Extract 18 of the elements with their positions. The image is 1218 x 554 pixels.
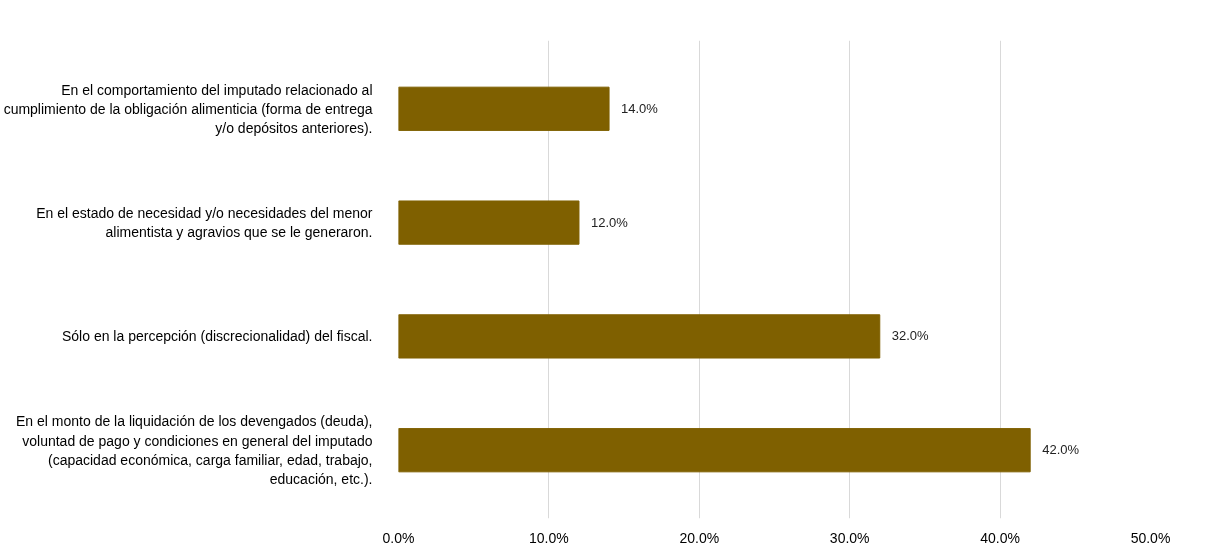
- bar: [398, 86, 610, 131]
- x-tick-label: 0.0%: [382, 529, 415, 546]
- y-tick-label: En el monto de la liquidación de los devengados (deuda), voluntad de pago y condiciones en general del imputado (capacidad económica, carga familiar, edad, trabajo, educación, etc.).: [16, 413, 373, 488]
- x-tick-label: 40.0%: [980, 529, 1020, 546]
- x-tick-label: 10.0%: [529, 529, 569, 546]
- data-label: 12.0%: [590, 214, 629, 230]
- y-tick-label: En el comportamiento del imputado relacionado al cumplimiento de la obligación alimenticia (forma de entrega y/o depósitos anteriores).: [3, 81, 373, 136]
- y-tick-label: Sólo en la percepción (discrecionalidad) del fiscal.: [62, 328, 373, 345]
- data-label: 32.0%: [891, 328, 930, 344]
- bar: [398, 428, 1031, 473]
- bar: [398, 200, 580, 245]
- x-tick-label: 20.0%: [679, 529, 720, 546]
- data-label: 14.0%: [621, 100, 659, 116]
- x-tick-label: 50.0%: [1130, 529, 1171, 546]
- data-label: 42.0%: [1042, 442, 1080, 458]
- bar: [398, 314, 881, 359]
- x-tick-label: 30.0%: [829, 529, 870, 546]
- y-tick-label: En el estado de necesidad y/o necesidades del menor alimentista y agravios que se le generaron.: [36, 205, 373, 241]
